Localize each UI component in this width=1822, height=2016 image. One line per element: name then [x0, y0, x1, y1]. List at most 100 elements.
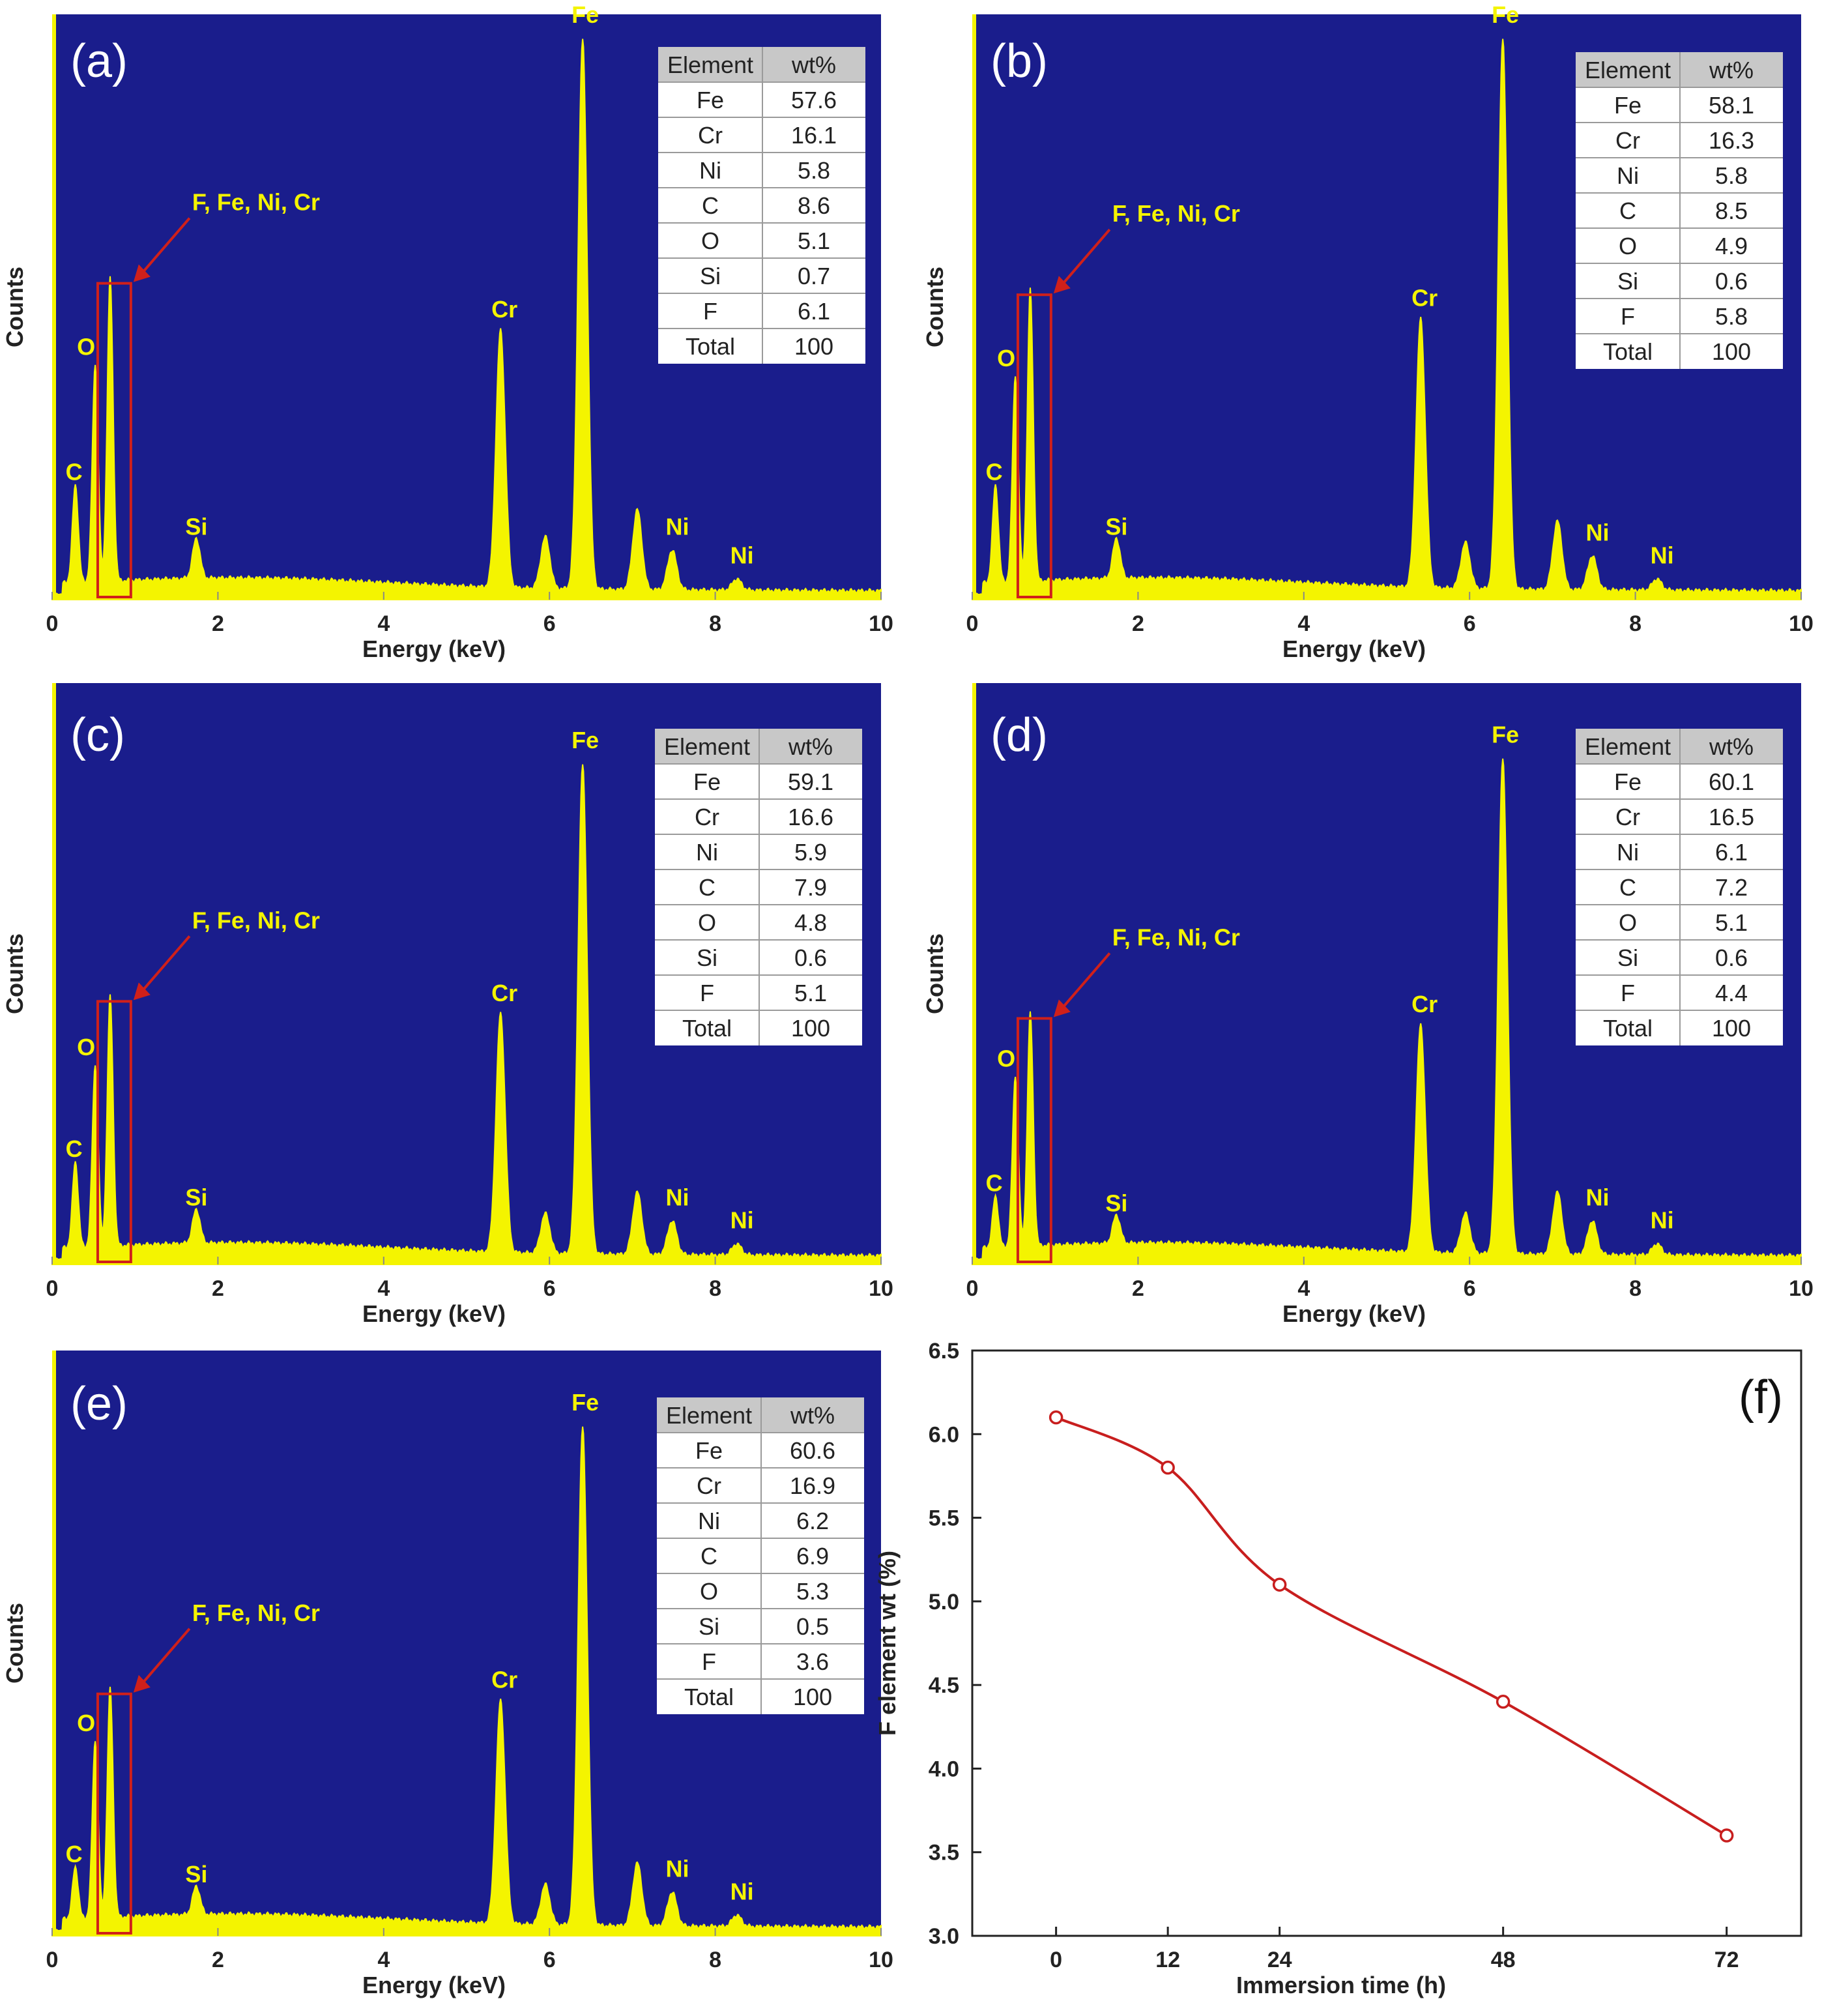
peak-label: Fe: [571, 1389, 599, 1416]
x-tick-label: 10: [869, 1948, 893, 1972]
composition-table: Element wt% Fe 59.1 Cr 16.6 Ni 5.9 C 7.9 O 4.8 Si 0.6…: [655, 729, 862, 1045]
table-header-cell: Element: [1585, 733, 1671, 760]
x-tick-label: 8: [709, 1948, 721, 1972]
panel-label: (f): [1739, 1371, 1783, 1424]
table-cell: 59.1: [788, 768, 833, 795]
table-cell: 60.6: [790, 1437, 835, 1464]
peak-label: Ni: [665, 1184, 689, 1211]
table-cell: F: [1621, 980, 1635, 1006]
x-tick-label: 10: [869, 1276, 893, 1301]
x-tick-label: 0: [1050, 1948, 1062, 1972]
table-cell: 16.6: [788, 804, 833, 830]
table-cell: 16.9: [790, 1472, 835, 1499]
peak-label: Ni: [1585, 519, 1609, 546]
table-cell: Total: [682, 1015, 732, 1042]
x-axis-title: Energy (keV): [1282, 1300, 1426, 1327]
x-tick-label: 72: [1714, 1948, 1739, 1972]
annotation-arrowhead: [133, 982, 151, 1001]
y-axis-line: [52, 14, 56, 600]
annotation-label: F, Fe, Ni, Cr: [192, 189, 320, 216]
x-tick-label: 4: [1297, 1276, 1310, 1301]
table-cell: 16.3: [1709, 127, 1754, 154]
peak-label: Cr: [491, 296, 517, 323]
x-axis-title: Energy (keV): [362, 1972, 506, 1998]
x-tick-label: 8: [709, 611, 721, 636]
table-cell: 0.6: [1715, 944, 1748, 971]
x-tick-label: 12: [1155, 1948, 1180, 1972]
y-tick-label: 3.0: [929, 1924, 959, 1949]
y-axis-title: Counts: [1, 267, 28, 347]
x-axis-title: Immersion time (h): [1236, 1972, 1446, 1998]
y-axis-line: [972, 14, 976, 600]
table-cell: 6.2: [796, 1508, 829, 1534]
table-cell: Cr: [698, 122, 723, 149]
table-cell: Si: [1617, 268, 1638, 295]
table-cell: Fe: [1614, 92, 1641, 119]
peak-label: Ni: [665, 514, 689, 540]
table-cell: 5.8: [1715, 303, 1748, 330]
table-cell: 100: [791, 1015, 830, 1042]
spectrum-trace: [51, 764, 882, 1265]
table-cell: O: [698, 909, 716, 936]
series-line: [1055, 1416, 1728, 1837]
x-tick-label: 2: [212, 611, 224, 636]
y-tick-label: 5.5: [929, 1506, 959, 1531]
x-tick-label: 2: [212, 1276, 224, 1301]
composition-table: Element wt% Fe 58.1 Cr 16.3 Ni 5.8 C 8.5 O 4.9 Si 0.6…: [1576, 52, 1783, 369]
peak-label: Ni: [730, 1207, 754, 1234]
peak-label: Ni: [1651, 542, 1674, 568]
data-point: [1048, 1410, 1063, 1425]
table-cell: O: [1619, 233, 1637, 259]
table-cell: C: [701, 1543, 717, 1570]
table-cell: O: [701, 227, 719, 254]
table-cell: 4.4: [1715, 980, 1748, 1006]
panel-label: (a): [70, 35, 128, 87]
spectrum-trace: [51, 38, 882, 600]
highlight-box: [96, 282, 132, 598]
table-cell: Cr: [1615, 127, 1640, 154]
annotation-label: F, Fe, Ni, Cr: [192, 907, 320, 933]
peak-label: Fe: [1492, 1, 1519, 28]
table-cell: Si: [1617, 944, 1638, 971]
table-cell: Fe: [695, 1437, 723, 1464]
x-tick-label: 24: [1267, 1948, 1292, 1972]
table-cell: 5.1: [798, 227, 830, 254]
table-cell: 5.1: [794, 980, 827, 1006]
x-axis-title: Energy (keV): [362, 1300, 506, 1327]
x-tick-label: 4: [377, 1276, 390, 1301]
table-cell: 8.5: [1715, 197, 1748, 224]
table-cell: Fe: [1614, 768, 1641, 795]
peak-label: Ni: [730, 1878, 754, 1905]
table-cell: 58.1: [1709, 92, 1754, 119]
data-point: [1496, 1695, 1511, 1709]
table-cell: C: [699, 874, 716, 901]
peak-label: Cr: [491, 1667, 517, 1693]
highlight-box: [1016, 1017, 1052, 1263]
table-cell: 8.6: [798, 192, 830, 219]
table-cell: 100: [1712, 1015, 1751, 1042]
y-tick-label: 6.5: [929, 1339, 959, 1364]
table-cell: 60.1: [1709, 768, 1754, 795]
table-cell: Fe: [697, 87, 724, 113]
table-cell: C: [1619, 197, 1636, 224]
table-cell: Ni: [698, 1508, 720, 1534]
table-cell: Cr: [697, 1472, 721, 1499]
x-tick-label: 0: [966, 611, 979, 636]
table-cell: 5.8: [1715, 162, 1748, 189]
peak-label: C: [66, 1135, 83, 1162]
peak-label: Ni: [665, 1855, 689, 1882]
y-axis-title: Counts: [921, 933, 948, 1014]
annotation-arrowhead: [1053, 276, 1071, 294]
y-axis-title: Counts: [1, 1603, 28, 1684]
y-tick-label: 4.0: [929, 1757, 959, 1781]
table-cell: Total: [684, 1684, 734, 1710]
table-cell: 5.3: [796, 1578, 829, 1605]
y-axis-title: Counts: [921, 267, 948, 347]
table-cell: 0.6: [794, 944, 827, 971]
annotation-arrow: [1059, 952, 1111, 1012]
